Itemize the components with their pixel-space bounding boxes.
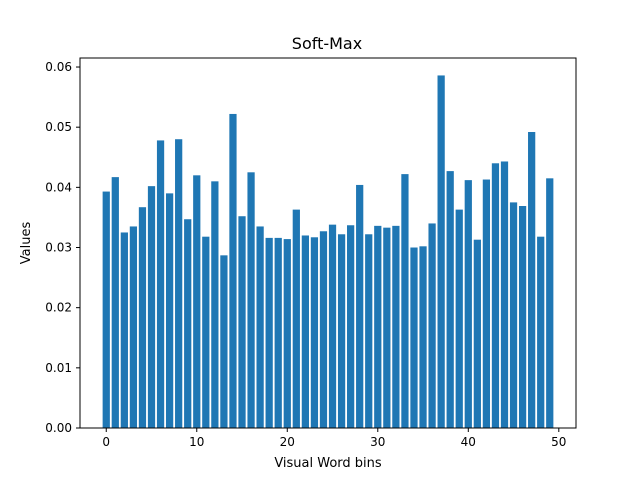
bar-5 [147, 186, 156, 428]
bar-10 [193, 175, 201, 428]
x-tick-label: 50 [551, 435, 566, 449]
y-tick-label: 0.02 [45, 301, 72, 315]
bar-35 [419, 246, 427, 428]
bars-group [102, 75, 554, 429]
y-tick-label: 0.03 [45, 241, 72, 255]
bar-29 [365, 234, 373, 428]
bar-47 [528, 132, 536, 428]
bar-20 [283, 239, 291, 428]
bar-24 [319, 231, 328, 428]
bar-6 [156, 140, 165, 428]
x-tick-label: 10 [189, 435, 204, 449]
bar-8 [175, 139, 183, 428]
bar-17 [256, 226, 264, 428]
bar-9 [184, 219, 192, 428]
y-tick-label: 0.06 [45, 60, 72, 74]
bar-42 [482, 179, 491, 428]
bar-36 [428, 223, 436, 428]
bar-43 [491, 163, 500, 428]
bar-16 [247, 172, 255, 428]
bar-11 [202, 236, 210, 428]
bar-33 [401, 174, 409, 428]
y-tick-label: 0.04 [45, 180, 72, 194]
bar-46 [518, 206, 527, 428]
bar-12 [211, 181, 219, 428]
bar-38 [446, 171, 454, 428]
bar-40 [464, 180, 472, 428]
chart-title: Soft-Max [292, 34, 362, 53]
y-axis-ticks: 0.00 0.01 0.02 0.03 0.04 0.05 0.06 [45, 60, 80, 435]
bar-18 [265, 237, 273, 428]
bar-23 [310, 237, 319, 428]
bar-30 [374, 225, 382, 428]
bar-15 [238, 216, 246, 428]
x-tick-label: 0 [102, 435, 110, 449]
y-tick-label: 0.01 [45, 361, 72, 375]
x-axis-label: Visual Word bins [274, 456, 382, 471]
bar-26 [337, 234, 346, 428]
bar-28 [356, 184, 364, 428]
bar-45 [509, 202, 518, 428]
x-tick-label: 40 [461, 435, 476, 449]
bar-14 [229, 113, 237, 428]
bar-48 [537, 236, 545, 428]
bar-2 [120, 232, 128, 428]
bar-3 [129, 226, 138, 428]
y-axis-label: Values [19, 222, 34, 265]
bar-27 [347, 225, 355, 428]
bar-44 [500, 161, 509, 428]
bar-0 [102, 191, 110, 428]
x-axis-ticks: 0 10 20 30 40 50 [102, 428, 566, 449]
bar-19 [274, 237, 282, 428]
bar-39 [455, 209, 463, 428]
bar-31 [383, 227, 391, 428]
bar-7 [165, 193, 174, 428]
plot-frame [79, 57, 577, 429]
bar-41 [473, 239, 481, 428]
bar-13 [220, 255, 228, 428]
bar-49 [546, 178, 554, 428]
bar-4 [138, 207, 147, 428]
bar-21 [292, 209, 300, 428]
bar-25 [328, 224, 337, 428]
x-tick-label: 30 [370, 435, 385, 449]
y-tick-label: 0.00 [45, 421, 72, 435]
bar-34 [410, 247, 418, 428]
bar-22 [301, 235, 309, 428]
bar-37 [437, 75, 445, 429]
y-tick-label: 0.05 [45, 120, 72, 134]
bar-32 [392, 225, 400, 428]
x-tick-label: 20 [280, 435, 295, 449]
bar-1 [111, 177, 119, 428]
